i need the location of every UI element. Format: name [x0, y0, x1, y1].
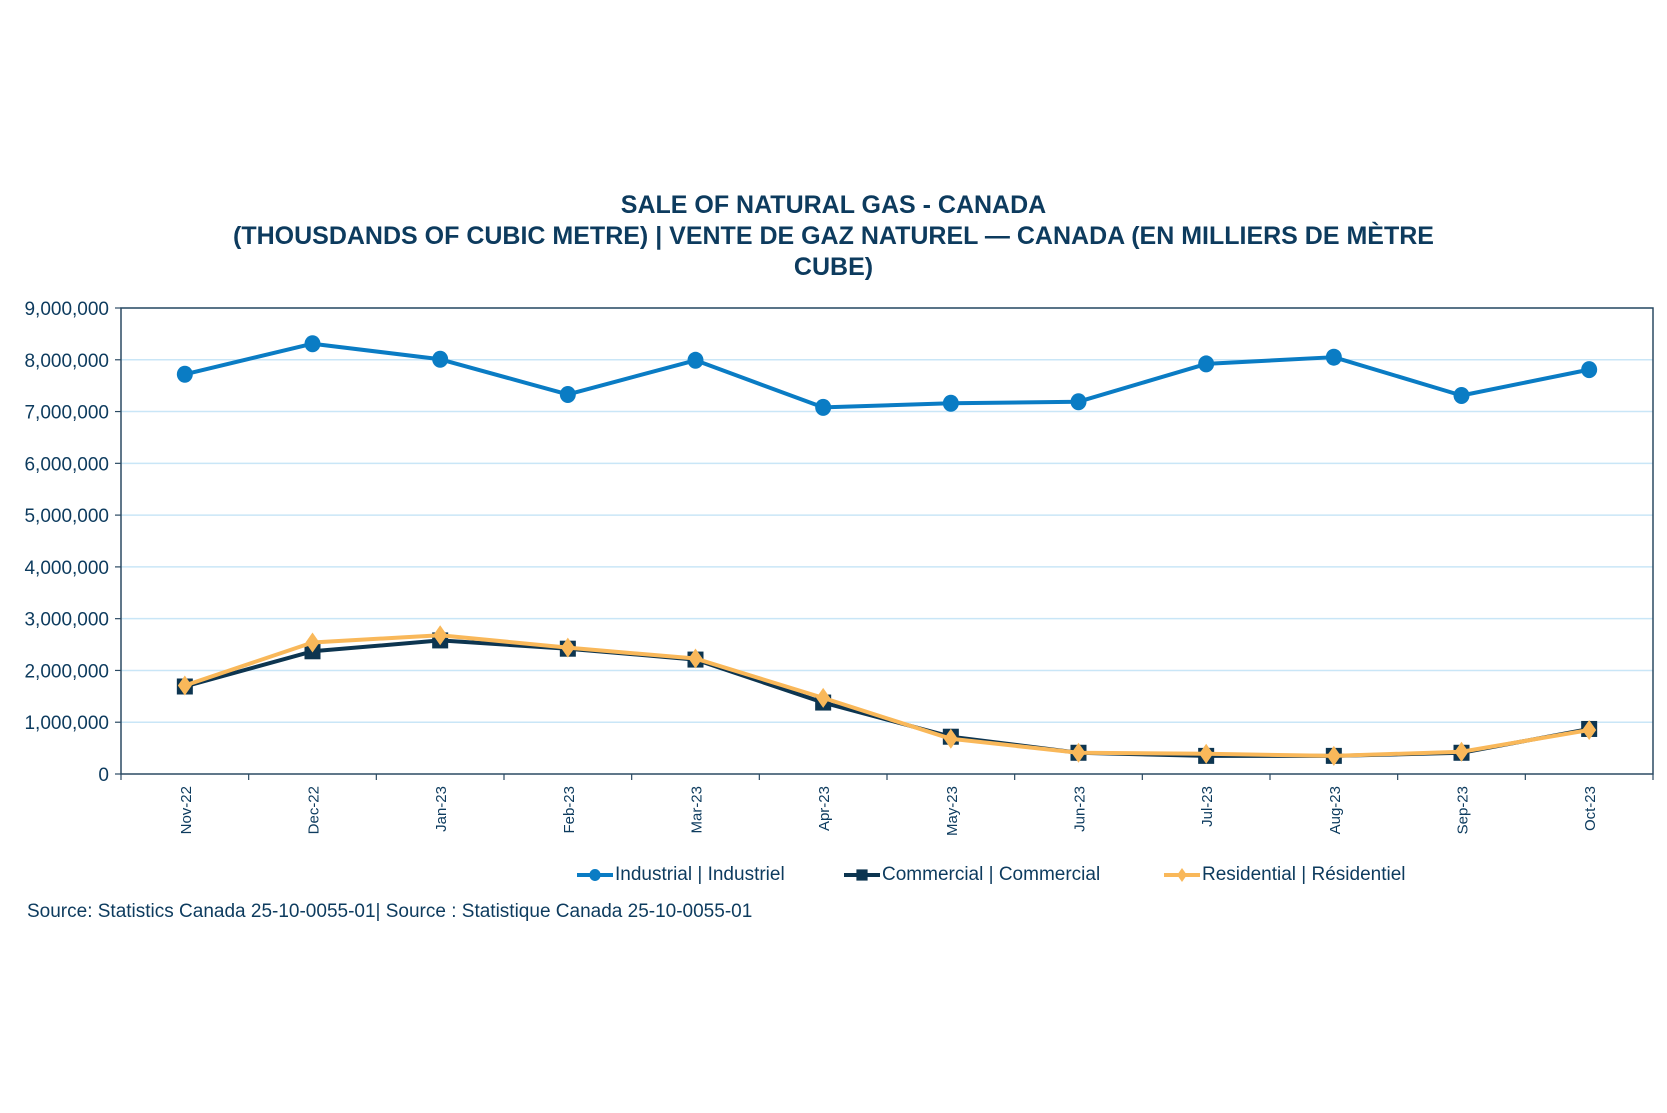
circle-marker: [1198, 355, 1215, 373]
x-tick-label: Feb-23: [561, 786, 578, 834]
x-tick-label: Oct-23: [1582, 786, 1599, 831]
series-industrial: [176, 335, 1598, 416]
y-tick-label: 3,000,000: [24, 610, 109, 631]
diamond-marker: [816, 687, 831, 708]
circle-marker: [589, 869, 601, 881]
square-legend-icon: [844, 869, 880, 881]
diamond-legend-icon: [1164, 868, 1200, 882]
diamond-marker: [1326, 745, 1341, 766]
legend-label: Residential | Résidentiel: [1202, 864, 1406, 885]
diamond-marker: [560, 637, 575, 658]
circle-marker: [432, 350, 449, 368]
y-tick-label: 5,000,000: [24, 506, 109, 527]
chart-title: SALE OF NATURAL GAS - CANADA (THOUSDANDS…: [0, 190, 1667, 283]
legend-label: Commercial | Commercial: [882, 864, 1101, 885]
y-tick-label: 9,000,000: [24, 299, 109, 320]
y-tick-label: 6,000,000: [24, 454, 109, 475]
x-tick-label: Jul-23: [1199, 786, 1216, 827]
x-tick-label: Jan-23: [433, 786, 450, 832]
circle-marker: [304, 335, 321, 353]
plot-area: [120, 307, 1654, 775]
y-tick-label: 0: [98, 765, 109, 786]
x-tick-label: Apr-23: [816, 786, 833, 831]
series-line: [184, 633, 1590, 758]
y-tick-label: 8,000,000: [24, 351, 109, 372]
legend-item: Industrial | Industriel: [575, 864, 785, 886]
diamond-marker: [1199, 743, 1214, 764]
diamond-marker: [1071, 742, 1086, 763]
series-commercial: [176, 632, 1598, 764]
series-line: [184, 638, 1590, 758]
circle-marker: [176, 365, 193, 383]
circle-marker: [687, 351, 704, 369]
circle-marker: [942, 394, 959, 412]
circle-marker: [1453, 387, 1470, 405]
title-line-1: SALE OF NATURAL GAS - CANADA: [620, 191, 1047, 219]
circle-marker: [1581, 361, 1598, 379]
source-note: Source: Statistics Canada 25-10-0055-01|…: [27, 901, 753, 922]
diamond-marker: [305, 632, 320, 653]
circle-marker: [1070, 393, 1087, 411]
diamond-marker: [1454, 741, 1469, 762]
diamond-marker: [943, 728, 958, 749]
diamond-marker: [1177, 868, 1187, 882]
x-tick-label: Aug-23: [1327, 786, 1344, 834]
y-tick-label: 1,000,000: [24, 713, 109, 734]
series-residential: [177, 625, 1597, 766]
title-line-2: (THOUSDANDS OF CUBIC METRE) | VENTE DE G…: [233, 222, 1434, 250]
y-tick-label: 2,000,000: [24, 661, 109, 682]
y-tick-label: 4,000,000: [24, 558, 109, 579]
circle-marker: [1325, 348, 1342, 366]
diamond-marker: [688, 648, 703, 669]
x-tick-label: Nov-22: [178, 786, 195, 834]
diamond-marker: [1582, 719, 1597, 740]
circle-marker: [559, 385, 576, 403]
title-line-3: CUBE): [793, 253, 874, 281]
circle-legend-icon: [577, 869, 613, 881]
diamond-marker: [433, 625, 448, 646]
diamond-marker: [177, 675, 192, 696]
legend-item: Commercial | Commercial: [842, 864, 1100, 886]
x-tick-label: Jun-23: [1072, 786, 1089, 832]
series-line: [184, 341, 1590, 410]
y-tick-label: 7,000,000: [24, 403, 109, 424]
x-tick-label: May-23: [944, 786, 961, 836]
legend-item: Residential | Résidentiel: [1162, 864, 1406, 886]
x-tick-label: Dec-22: [306, 786, 323, 834]
legend-label: Industrial | Industriel: [615, 864, 785, 885]
x-tick-label: Mar-23: [689, 786, 706, 834]
circle-marker: [815, 398, 832, 416]
x-tick-label: Sep-23: [1455, 786, 1472, 834]
square-marker: [856, 869, 868, 881]
